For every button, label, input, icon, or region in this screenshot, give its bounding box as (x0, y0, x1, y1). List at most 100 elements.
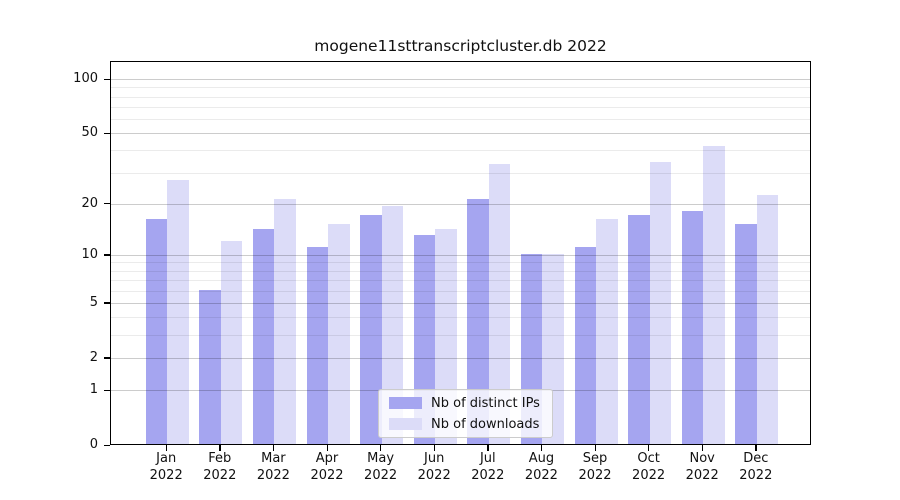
y-tick-label: 0 (89, 437, 98, 452)
x-tick-mark (380, 445, 382, 451)
minor-gridline (111, 96, 810, 98)
y-tick-label: 50 (81, 125, 98, 141)
major-gridline (111, 79, 810, 80)
x-tick-year: 2022 (310, 467, 344, 483)
bar-downloads (220, 240, 243, 444)
x-tick-label: Dec 2022 (721, 451, 791, 484)
bar-downloads (649, 162, 672, 444)
bar-distinct-ips (467, 198, 489, 444)
minor-gridline (111, 262, 810, 264)
bar-distinct-ips (252, 229, 275, 444)
x-tick-year: 2022 (364, 467, 398, 483)
bar-distinct-ips (574, 246, 596, 444)
bar-distinct-ips (306, 246, 328, 444)
legend-label-distinct-ips: Nb of distinct IPs (431, 395, 540, 411)
x-tick-mark (755, 445, 757, 451)
y-tick-mark (104, 444, 110, 446)
bar-downloads (328, 224, 350, 444)
x-tick-mark (648, 445, 650, 451)
minor-gridline (111, 150, 810, 152)
x-tick-mark (594, 445, 596, 451)
y-tick-label: 1 (89, 382, 98, 398)
minor-gridline (111, 172, 810, 174)
x-tick-label: Nov 2022 (667, 451, 737, 484)
bar-downloads (274, 198, 296, 444)
x-tick-year: 2022 (203, 467, 237, 483)
bar-distinct-ips (681, 210, 704, 444)
y-tick-mark (104, 357, 110, 359)
legend-row-downloads: Nb of downloads (379, 414, 552, 434)
bar-downloads (703, 145, 725, 444)
minor-gridline (111, 290, 810, 292)
x-tick-mark (540, 445, 543, 451)
major-gridline (111, 357, 810, 359)
y-tick-mark (104, 203, 110, 205)
major-gridline (111, 302, 810, 304)
minor-gridline (111, 106, 810, 108)
y-tick-mark (104, 78, 110, 80)
x-tick-mark (219, 445, 221, 451)
bar-distinct-ips (360, 214, 382, 444)
bar-distinct-ips (628, 214, 650, 444)
plot-area (110, 61, 811, 445)
y-tick-label: 2 (89, 349, 98, 365)
x-tick-label: Feb 2022 (185, 451, 255, 484)
x-tick-year: 2022 (149, 467, 183, 483)
x-tick-year: 2022 (524, 467, 558, 483)
legend-swatch-downloads (389, 418, 422, 430)
bar-downloads (756, 195, 779, 444)
y-tick-label: 100 (73, 71, 98, 86)
bar-downloads (381, 206, 404, 444)
y-tick-label: 5 (89, 294, 98, 310)
bar-distinct-ips (735, 224, 757, 444)
major-gridline (111, 203, 810, 205)
bar-downloads (596, 219, 618, 444)
y-tick-mark (104, 254, 110, 256)
x-tick-year: 2022 (632, 467, 666, 483)
minor-gridline (111, 280, 810, 282)
x-tick-mark (326, 445, 328, 451)
y-tick-label: 20 (81, 195, 98, 211)
minor-gridline (111, 335, 810, 337)
bar-distinct-ips (199, 289, 221, 444)
minor-gridline (111, 317, 810, 319)
y-tick-label: 10 (81, 246, 98, 262)
y-tick-mark (104, 302, 110, 304)
bar-distinct-ips (145, 219, 168, 444)
x-tick-label: Jul 2022 (453, 451, 523, 484)
x-tick-label: Mar 2022 (238, 451, 308, 484)
x-tick-mark (272, 445, 275, 451)
x-tick-label: Apr 2022 (292, 451, 362, 484)
legend-label-downloads: Nb of downloads (431, 416, 540, 432)
legend-swatch-distinct-ips (389, 397, 422, 409)
legend-row-distinct-ips: Nb of distinct IPs (379, 393, 552, 413)
bar-downloads (167, 179, 189, 444)
major-gridline (111, 133, 810, 135)
bar-downloads (488, 164, 511, 444)
legend: Nb of distinct IPs Nb of downloads (378, 389, 553, 438)
x-tick-mark (701, 445, 703, 451)
y-tick-mark (104, 389, 110, 391)
y-tick-mark (104, 132, 110, 134)
x-tick-year: 2022 (471, 467, 505, 483)
x-tick-year: 2022 (685, 467, 719, 483)
x-tick-year: 2022 (739, 467, 773, 483)
x-tick-mark (487, 445, 489, 451)
x-tick-label: Sep 2022 (560, 451, 630, 484)
x-tick-year: 2022 (256, 467, 290, 483)
chart-title: mogene11sttranscriptcluster.db 2022 (314, 37, 607, 55)
x-tick-mark (433, 445, 435, 451)
x-tick-label: Aug 2022 (506, 451, 576, 484)
x-tick-label: Jun 2022 (399, 451, 469, 484)
minor-gridline (111, 87, 810, 89)
x-tick-label: May 2022 (346, 451, 416, 484)
x-tick-year: 2022 (578, 467, 612, 483)
x-tick-label: Jan 2022 (131, 451, 201, 484)
x-tick-year: 2022 (417, 467, 451, 483)
minor-gridline (111, 270, 810, 272)
x-tick-label: Oct 2022 (614, 451, 684, 484)
minor-gridline (111, 118, 810, 120)
major-gridline (111, 254, 810, 256)
x-tick-mark (165, 445, 167, 451)
